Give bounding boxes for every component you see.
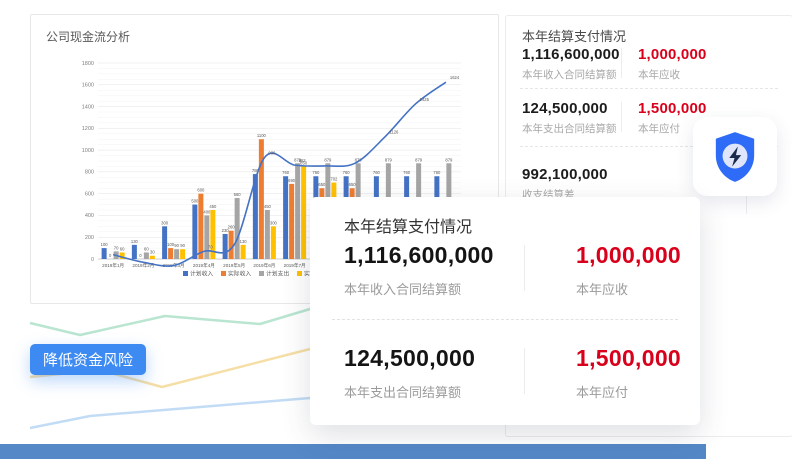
svg-text:100: 100: [101, 242, 109, 247]
overlay-card-title: 本年结算支付情况: [344, 219, 473, 236]
svg-text:879: 879: [324, 157, 332, 162]
svg-text:650: 650: [349, 182, 357, 187]
svg-text:230: 230: [222, 228, 230, 233]
svg-text:90: 90: [174, 243, 179, 248]
payable-label: 本年应付: [638, 123, 680, 135]
svg-text:计划收入: 计划收入: [190, 270, 213, 278]
svg-text:760: 760: [282, 170, 290, 175]
expense-settlement-value-large: 124,500,000: [344, 345, 476, 371]
svg-text:850: 850: [300, 160, 308, 165]
svg-text:400: 400: [203, 209, 211, 214]
svg-text:862: 862: [299, 158, 307, 163]
svg-text:930: 930: [268, 151, 276, 156]
divider: [621, 102, 622, 132]
svg-text:760: 760: [343, 170, 351, 175]
svg-text:450: 450: [264, 204, 272, 209]
svg-text:879: 879: [445, 157, 453, 162]
svg-text:1600: 1600: [82, 83, 94, 89]
svg-text:500: 500: [191, 199, 199, 204]
receivable-value: 1,000,000: [638, 46, 707, 63]
divider: [520, 146, 778, 147]
expense-settlement-value: 124,500,000: [522, 100, 608, 117]
expense-settlement-label: 本年支出合同结算额: [522, 123, 617, 135]
payable-value-large: 1,500,000: [576, 345, 682, 371]
svg-text:0: 0: [91, 257, 94, 263]
divider: [621, 48, 622, 78]
svg-text:800: 800: [85, 170, 94, 176]
svg-text:实际收入: 实际收入: [228, 270, 251, 278]
svg-text:1100: 1100: [257, 133, 267, 138]
payable-label-large: 本年应付: [576, 385, 629, 400]
svg-text:600: 600: [197, 188, 205, 193]
divider: [520, 88, 778, 89]
svg-text:60: 60: [120, 246, 125, 251]
divider: [524, 245, 525, 291]
receivable-label-large: 本年应收: [576, 282, 629, 297]
svg-text:2019年1月: 2019年1月: [102, 262, 124, 269]
risk-reduction-badge: 降低资金风险: [30, 344, 147, 375]
svg-text:60: 60: [144, 246, 149, 251]
svg-text:760: 760: [373, 170, 381, 175]
svg-text:690: 690: [288, 178, 296, 183]
svg-text:879: 879: [415, 157, 423, 162]
svg-text:1200: 1200: [82, 126, 94, 132]
bottom-blue-strip: [0, 444, 706, 459]
svg-text:760: 760: [312, 170, 320, 175]
income-settlement-label-large: 本年收入合同结算额: [344, 282, 462, 297]
svg-text:260: 260: [228, 225, 236, 230]
income-settlement-value-large: 1,116,600,000: [344, 242, 494, 268]
svg-text:2019年5月: 2019年5月: [223, 262, 245, 269]
summary-panel-title: 本年结算支付情况: [522, 29, 627, 44]
svg-text:130: 130: [240, 239, 248, 244]
svg-text:400: 400: [85, 213, 94, 219]
divider: [332, 319, 678, 320]
svg-text:1000: 1000: [82, 148, 94, 154]
svg-text:0: 0: [109, 253, 112, 258]
svg-text:70: 70: [208, 244, 213, 249]
svg-text:702: 702: [330, 177, 338, 182]
payable-value: 1,500,000: [638, 100, 707, 117]
svg-text:1425: 1425: [420, 97, 430, 102]
svg-text:1624: 1624: [450, 75, 460, 80]
svg-text:879: 879: [294, 157, 302, 162]
svg-text:300: 300: [270, 220, 278, 225]
shield-lightning-icon: [715, 131, 755, 182]
svg-text:200: 200: [85, 235, 94, 241]
svg-text:300: 300: [161, 220, 169, 225]
svg-text:1800: 1800: [82, 61, 94, 67]
receivable-label: 本年应收: [638, 69, 680, 81]
balance-value: 992,100,000: [522, 166, 608, 183]
svg-text:计划支出: 计划支出: [266, 270, 289, 278]
svg-text:879: 879: [355, 157, 363, 162]
income-settlement-label: 本年收入合同结算额: [522, 69, 617, 81]
svg-text:1126: 1126: [389, 129, 399, 134]
svg-text:0: 0: [139, 253, 142, 258]
security-shield-card: [693, 117, 777, 196]
svg-text:879: 879: [385, 157, 393, 162]
svg-text:2019年7月: 2019年7月: [284, 262, 306, 269]
svg-text:30: 30: [150, 250, 155, 255]
settlement-detail-card: 本年结算支付情况 1,116,600,000 本年收入合同结算额 1,000,0…: [310, 197, 700, 425]
svg-text:2019年2月: 2019年2月: [132, 262, 154, 269]
svg-text:760: 760: [433, 170, 441, 175]
svg-text:70: 70: [114, 245, 119, 250]
svg-text:130: 130: [131, 239, 139, 244]
svg-text:2019年6月: 2019年6月: [253, 262, 275, 269]
svg-text:760: 760: [403, 170, 411, 175]
svg-text:780: 780: [252, 168, 260, 173]
svg-text:560: 560: [234, 192, 242, 197]
svg-text:650: 650: [318, 182, 326, 187]
svg-text:2019年4月: 2019年4月: [193, 262, 215, 269]
svg-text:90: 90: [180, 243, 185, 248]
income-settlement-value: 1,116,600,000: [522, 46, 620, 63]
svg-text:450: 450: [209, 204, 217, 209]
svg-text:100: 100: [167, 242, 175, 247]
divider: [524, 348, 525, 394]
svg-text:600: 600: [85, 191, 94, 197]
receivable-value-large: 1,000,000: [576, 242, 682, 268]
svg-text:1400: 1400: [82, 104, 94, 110]
chart-title: 公司现金流分析: [46, 30, 131, 44]
expense-settlement-label-large: 本年支出合同结算额: [344, 385, 462, 400]
